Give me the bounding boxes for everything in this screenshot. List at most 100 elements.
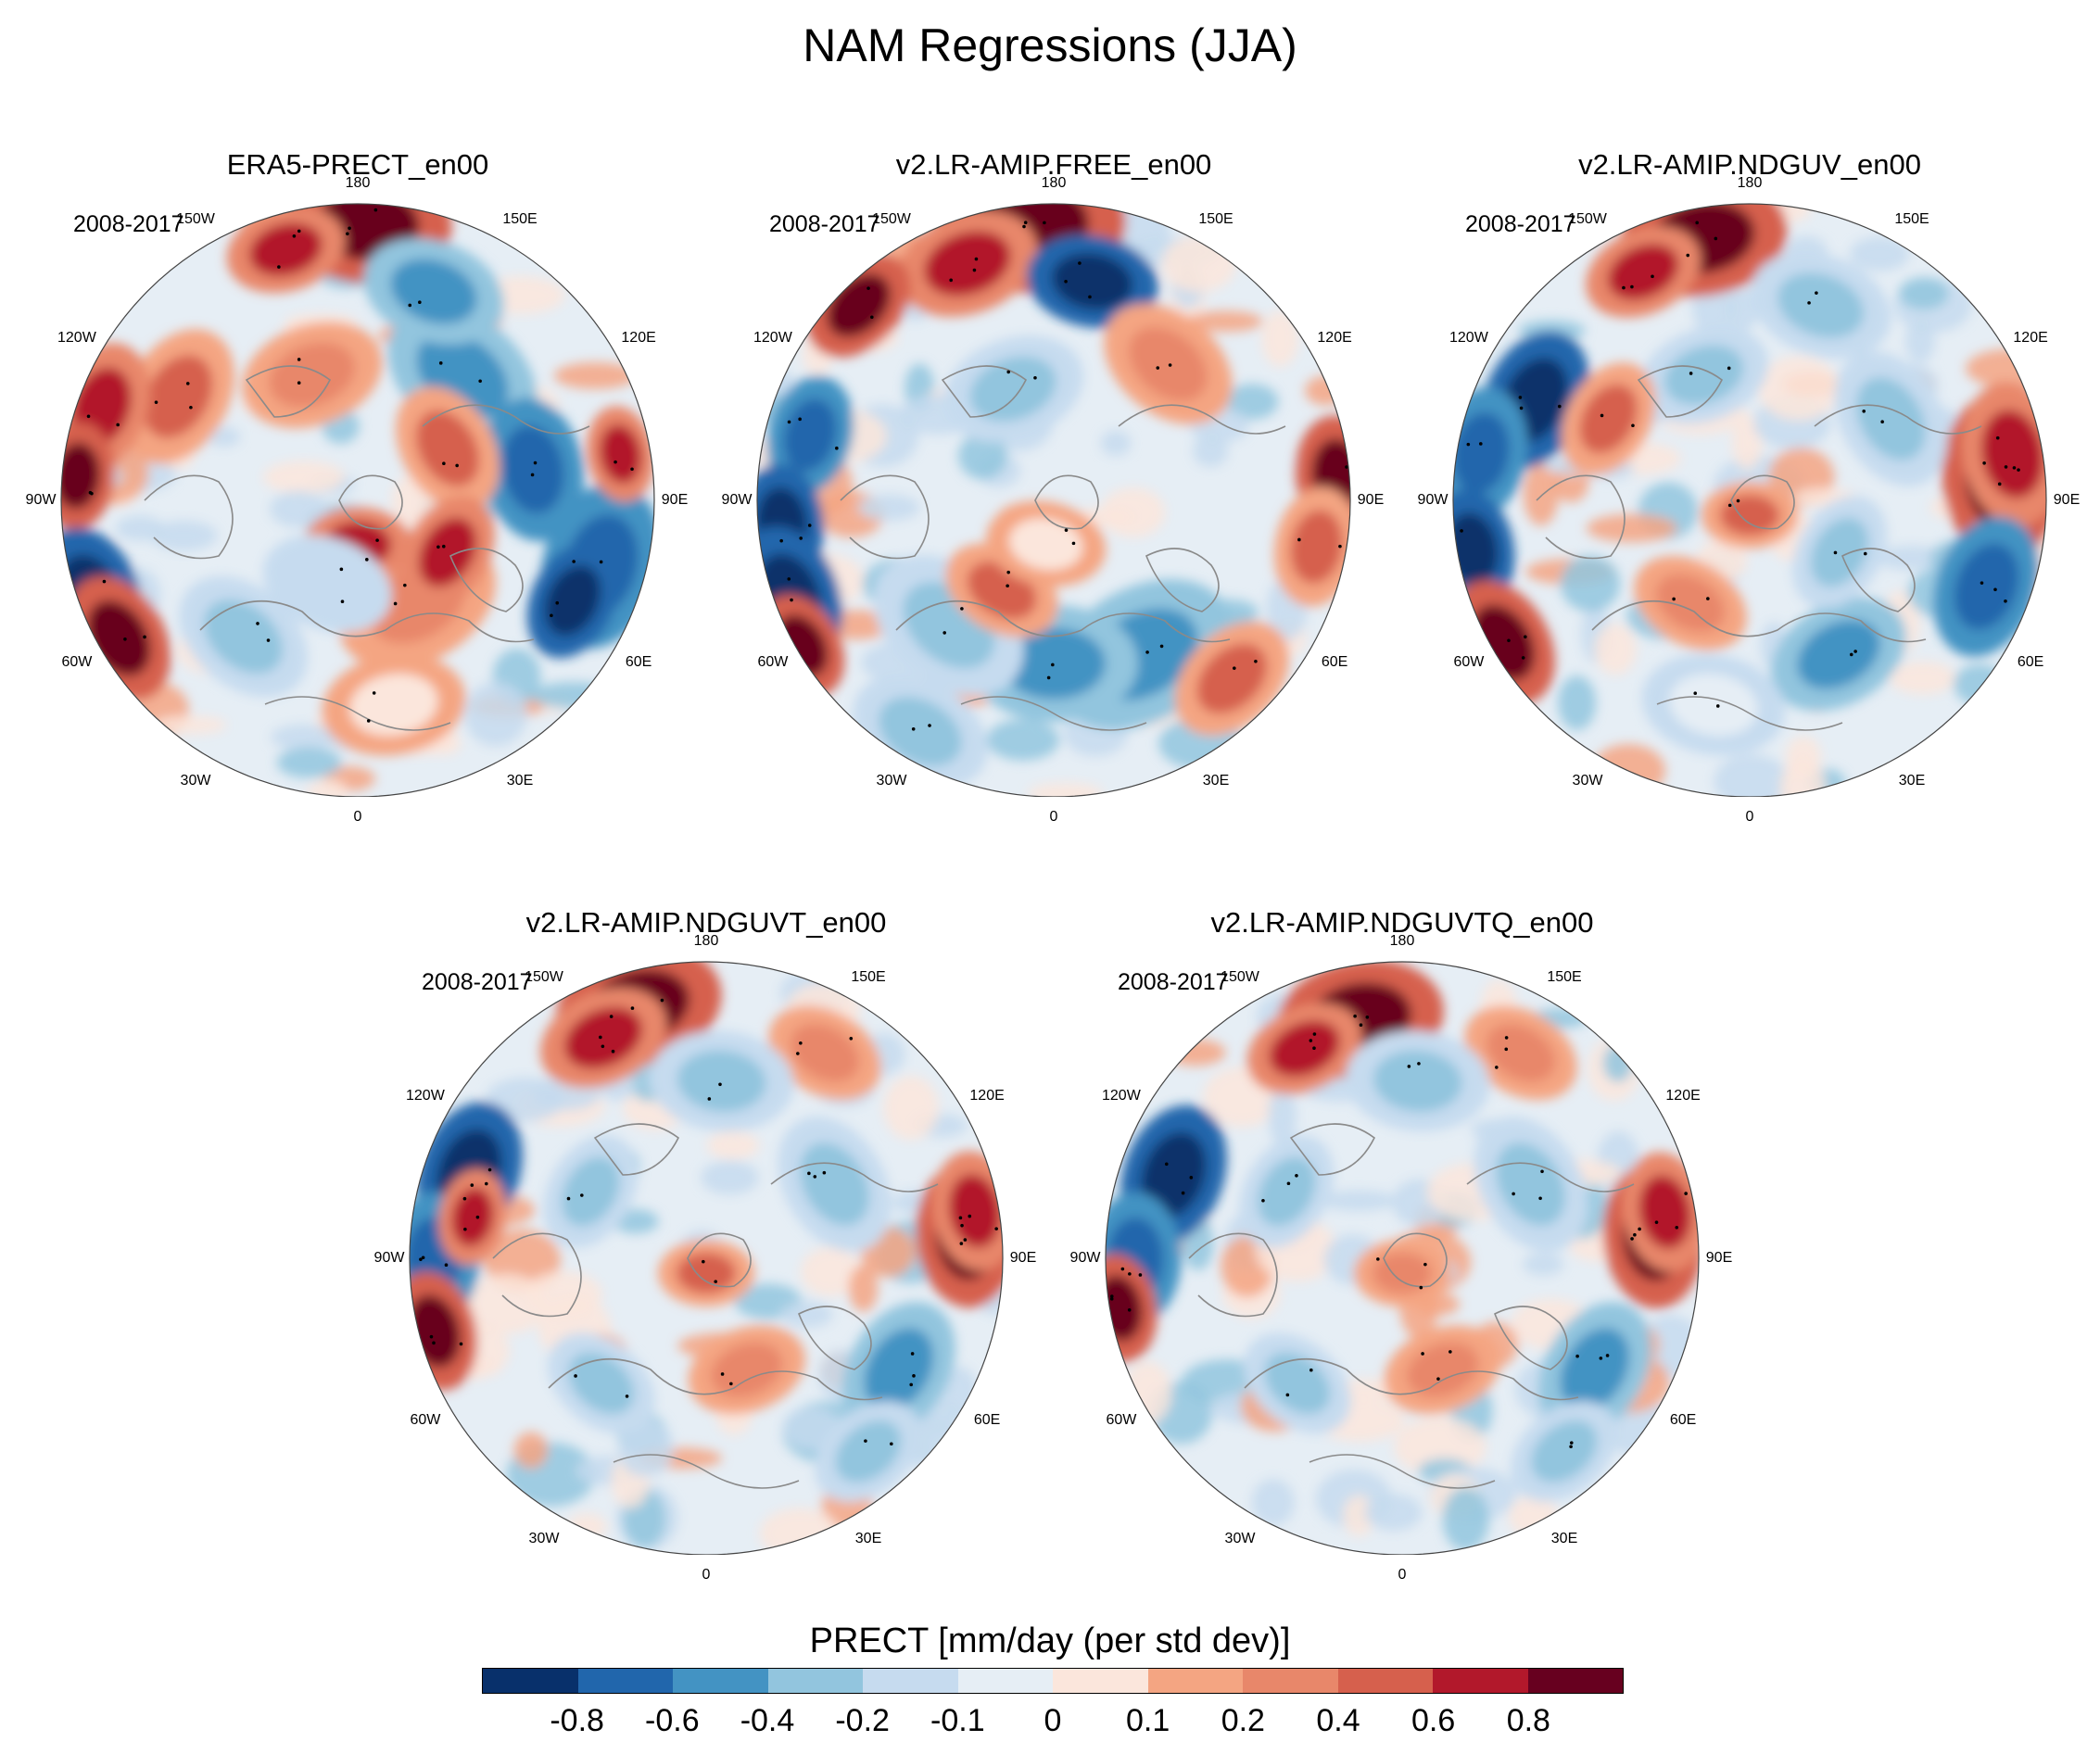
significance-dot bbox=[787, 420, 791, 424]
significance-dot bbox=[1540, 1169, 1544, 1174]
significance-dot bbox=[614, 460, 617, 464]
colorbar-tick-label: 0.2 bbox=[1221, 1703, 1265, 1738]
map-border bbox=[1452, 203, 2047, 797]
significance-dot bbox=[1454, 557, 1459, 561]
significance-dot bbox=[372, 691, 376, 695]
significance-dot bbox=[533, 461, 538, 465]
significance-dot bbox=[1109, 1297, 1114, 1301]
significance-dot bbox=[949, 278, 953, 283]
significance-dot bbox=[720, 1372, 725, 1376]
significance-dot bbox=[1309, 1039, 1313, 1042]
significance-dot bbox=[1630, 284, 1634, 289]
significance-dot bbox=[1605, 1354, 1610, 1357]
significance-dot bbox=[1622, 285, 1626, 290]
significance-dot bbox=[790, 598, 793, 602]
significance-dot bbox=[1127, 1307, 1132, 1312]
longitude-label: 180 bbox=[693, 933, 719, 949]
significance-dot bbox=[968, 1214, 972, 1218]
longitude-label: 30E bbox=[1202, 773, 1230, 789]
significance-dot bbox=[1286, 1181, 1291, 1186]
significance-dot bbox=[1880, 420, 1884, 424]
colorbar-swatch bbox=[1527, 1669, 1623, 1693]
longitude-label: 120E bbox=[969, 1088, 1005, 1104]
longitude-label: 150W bbox=[872, 210, 911, 227]
colorbar-tick-label: -0.6 bbox=[645, 1703, 700, 1738]
significance-dot bbox=[910, 1352, 915, 1356]
coastline bbox=[1466, 1162, 1635, 1192]
significance-dot bbox=[625, 1394, 629, 1398]
coastline bbox=[593, 1123, 680, 1176]
coastline bbox=[245, 365, 332, 418]
significance-dot bbox=[890, 1442, 893, 1446]
significance-dot bbox=[1006, 370, 1010, 374]
significance-dot bbox=[438, 361, 443, 365]
colorbar-tick-label: -0.1 bbox=[930, 1703, 985, 1738]
significance-dot bbox=[256, 622, 259, 625]
significance-dot bbox=[1833, 550, 1838, 555]
significance-dot bbox=[959, 1242, 964, 1245]
significance-dot bbox=[566, 1196, 571, 1201]
significance-dot bbox=[403, 583, 407, 587]
colorbar-swatch bbox=[957, 1669, 1053, 1693]
longitude-label: 90E bbox=[1009, 1250, 1037, 1266]
significance-dot bbox=[1071, 541, 1076, 546]
significance-dot bbox=[1495, 1066, 1499, 1069]
significance-dot bbox=[373, 208, 378, 212]
coastline bbox=[144, 474, 234, 560]
significance-dot bbox=[297, 381, 301, 385]
significance-dot bbox=[994, 1227, 998, 1230]
significance-dot bbox=[729, 1382, 733, 1386]
significance-dot bbox=[1078, 261, 1082, 265]
coastline bbox=[1118, 404, 1286, 435]
significance-dot bbox=[798, 417, 802, 422]
significance-dot bbox=[1995, 435, 2000, 440]
coastline bbox=[1188, 1232, 1278, 1318]
significance-dot bbox=[1460, 529, 1463, 533]
longitude-label: 90E bbox=[661, 492, 689, 508]
colorbar-swatch bbox=[1147, 1669, 1243, 1693]
colorbar-swatch bbox=[1433, 1669, 1528, 1693]
longitude-label: 60E bbox=[2017, 654, 2044, 670]
period-label: 2008-2017 bbox=[422, 969, 533, 995]
significance-dot bbox=[65, 589, 70, 593]
longitude-label: 60W bbox=[1106, 1412, 1137, 1428]
significance-dot bbox=[429, 1334, 434, 1339]
significance-dot bbox=[1815, 291, 1818, 295]
map-field bbox=[1106, 962, 1699, 1555]
significance-dot bbox=[143, 635, 146, 639]
significance-dot bbox=[346, 232, 349, 236]
significance-dot bbox=[418, 300, 422, 305]
significance-dot bbox=[1436, 1377, 1440, 1381]
significance-dot bbox=[912, 1374, 916, 1378]
significance-dot bbox=[1706, 597, 1710, 600]
significance-dot bbox=[779, 538, 783, 543]
panel-title: ERA5-PRECT_en00 bbox=[226, 148, 489, 181]
longitude-label: 120W bbox=[405, 1088, 445, 1104]
significance-dot bbox=[1156, 366, 1160, 370]
significance-dot bbox=[1362, 470, 1366, 473]
longitude-label: 180 bbox=[345, 175, 371, 191]
longitude-label: 120E bbox=[1317, 330, 1352, 346]
significance-dot bbox=[1997, 482, 2002, 486]
longitude-label: 90W bbox=[721, 492, 753, 508]
coastline bbox=[1309, 1454, 1496, 1489]
significance-dot bbox=[1862, 409, 1866, 413]
significance-dot bbox=[1521, 656, 1525, 660]
significance-dot bbox=[555, 600, 560, 605]
significance-dot bbox=[1630, 1237, 1634, 1241]
longitude-label: 150W bbox=[525, 968, 563, 985]
longitude-label: 60E bbox=[625, 654, 652, 670]
significance-dot bbox=[1654, 1220, 1659, 1224]
significance-dot bbox=[1727, 503, 1732, 508]
coastline bbox=[1656, 696, 1843, 731]
significance-dot bbox=[277, 265, 281, 269]
significance-dot bbox=[1023, 221, 1028, 225]
significance-dot bbox=[572, 560, 576, 563]
colorbar-tick-label: 0 bbox=[1044, 1703, 1062, 1738]
significance-dot bbox=[475, 1215, 480, 1219]
significance-dot bbox=[1863, 551, 1867, 556]
significance-dot bbox=[484, 1181, 488, 1186]
significance-dot bbox=[1853, 650, 1857, 653]
significance-dot bbox=[1022, 224, 1026, 229]
significance-dot bbox=[1512, 1192, 1515, 1196]
